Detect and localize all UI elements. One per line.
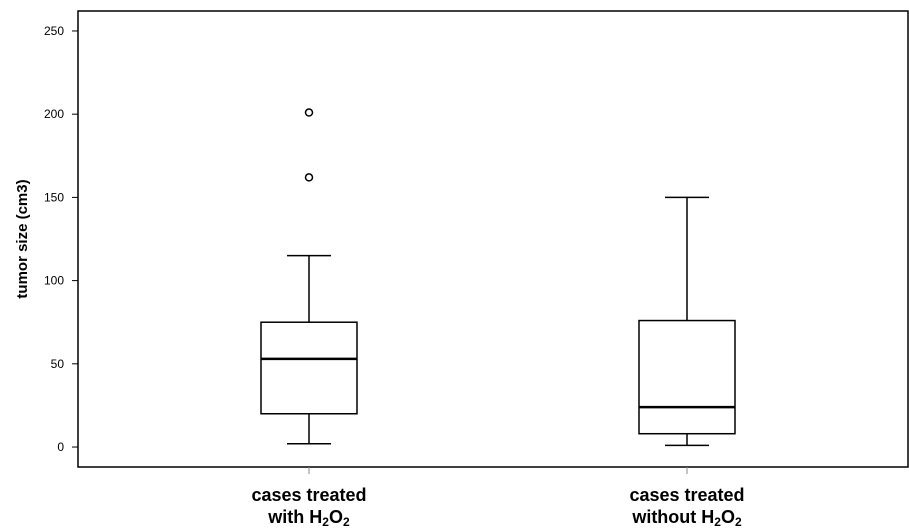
y-tick-label: 200 [44,107,64,121]
outlier-point [304,173,314,182]
iqr-box [638,319,736,435]
box-group-1 [638,196,736,447]
box-group-0 [260,108,358,445]
iqr-box [260,321,358,415]
category-label-without-h2o2: cases treated without H2O2 [557,484,817,528]
y-axis-ticks: 0 50 100 150 200 250 [44,24,78,454]
y-tick-label: 250 [44,24,64,38]
plot-frame [77,10,909,468]
category-label-line2: with H2O2 [268,507,350,529]
y-tick-label: 100 [44,274,64,288]
x-axis-ticks [308,467,688,474]
category-label-with-h2o2: cases treated with H2O2 [179,484,439,528]
box-layer [260,108,736,447]
y-tick-label: 0 [57,440,64,454]
y-axis-title: tumor size (cm3) [14,179,31,298]
category-label-line1: cases treated [251,485,367,505]
y-tick-label: 150 [44,190,64,204]
category-label-line1: cases treated [629,485,745,505]
y-tick-label: 50 [51,357,65,371]
category-label-line2: without H2O2 [632,507,742,529]
outlier-point [304,108,314,117]
